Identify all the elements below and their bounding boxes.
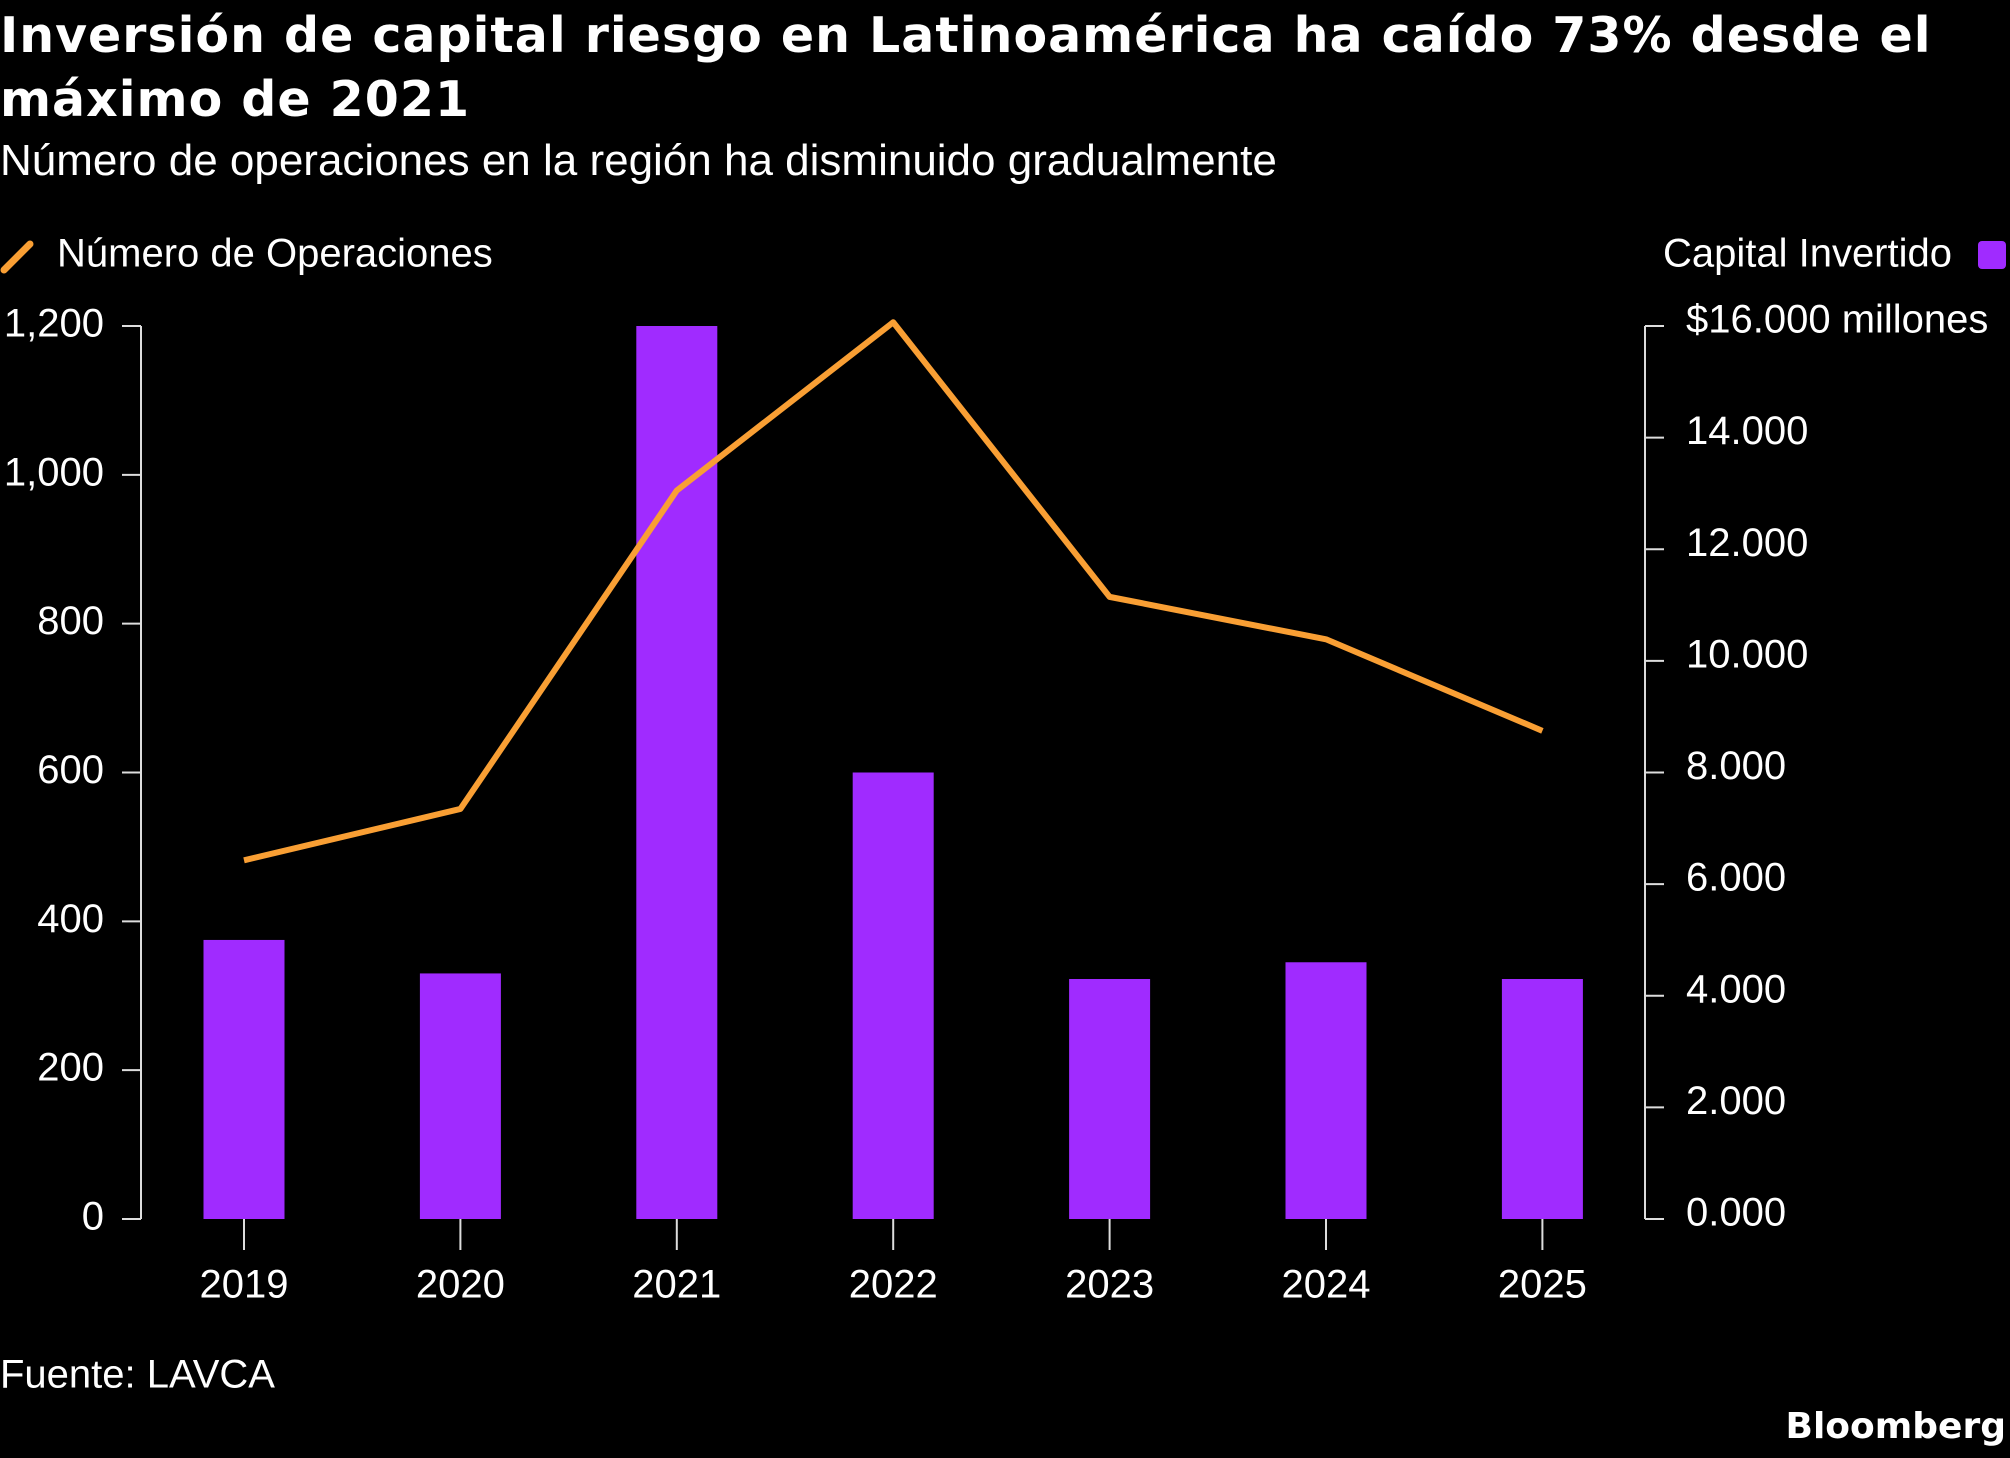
y2-tick-label: 12.000 (1686, 521, 1808, 565)
y-tick-label: 0 (82, 1195, 104, 1239)
x-tick-label: 2019 (200, 1263, 289, 1307)
bar (419, 973, 501, 1219)
line (243, 319, 1544, 864)
y2-tick-label: 0.000 (1686, 1191, 1786, 1235)
chart-subtitle: Número de operaciones en la región ha di… (0, 136, 1277, 185)
x-tick-label: 2025 (1498, 1263, 1587, 1307)
y2-tick-label: 14.000 (1686, 409, 1808, 453)
legend-bar-icon (1978, 241, 2006, 269)
y2-tick-label: 10.000 (1686, 632, 1808, 676)
bar (1069, 979, 1151, 1219)
bar (852, 772, 934, 1219)
y-tick-label: 600 (37, 748, 104, 792)
legend-line-icon (0, 240, 34, 274)
brand: Bloomberg (1786, 1406, 2006, 1447)
y2-tick-label: 8.000 (1686, 744, 1786, 788)
bar (203, 939, 285, 1219)
y-tick-label: 1,000 (4, 450, 104, 494)
bar (636, 326, 718, 1219)
legend-label: Capital Invertido (1663, 232, 1952, 276)
x-tick-label: 2022 (849, 1263, 938, 1307)
legend-label: Número de Operaciones (57, 232, 493, 276)
y-tick-label: 1,200 (4, 302, 104, 346)
bar (1285, 962, 1367, 1219)
y2-tick-label: $16.000 millones (1686, 298, 1988, 342)
y-tick-label: 800 (37, 599, 104, 643)
x-tick-label: 2021 (632, 1263, 721, 1307)
y-tick-label: 200 (37, 1046, 104, 1090)
x-tick-label: 2024 (1282, 1263, 1371, 1307)
chart-title: Inversión de capital riesgo en Latinoamé… (0, 7, 1932, 128)
x-tick-label: 2023 (1065, 1263, 1154, 1307)
y2-tick-label: 2.000 (1686, 1079, 1786, 1123)
y-tick-label: 400 (37, 897, 104, 941)
bar (1501, 979, 1583, 1219)
source: Fuente: LAVCA (0, 1353, 275, 1397)
y2-tick-label: 4.000 (1686, 967, 1786, 1011)
x-tick-label: 2020 (416, 1263, 505, 1307)
y2-tick-label: 6.000 (1686, 856, 1786, 900)
